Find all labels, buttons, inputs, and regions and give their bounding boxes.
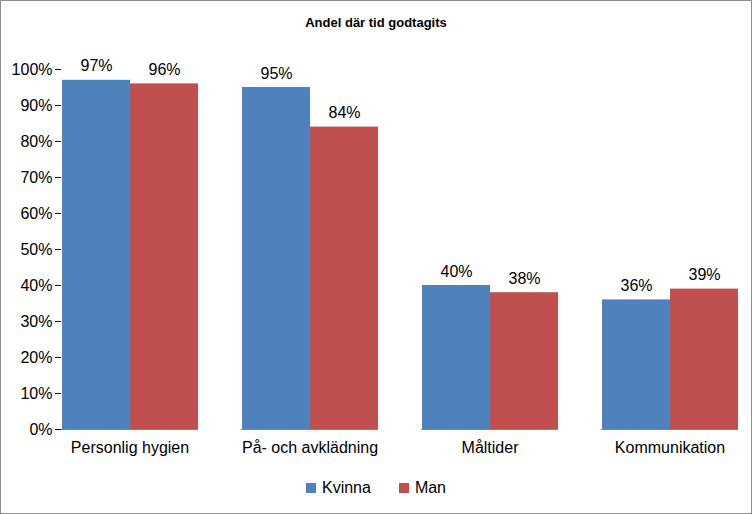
svg-text:70%: 70% (20, 169, 52, 186)
svg-text:60%: 60% (20, 205, 52, 222)
svg-text:96%: 96% (148, 61, 180, 78)
svg-text:80%: 80% (20, 133, 52, 150)
svg-text:84%: 84% (328, 104, 360, 121)
svg-text:40%: 40% (440, 263, 472, 280)
svg-text:Personlig hygien: Personlig hygien (71, 439, 189, 456)
svg-text:Måltider: Måltider (462, 439, 520, 456)
html-text:Andel där tid godtagits: Andel där tid godtagits (305, 15, 447, 30)
svg-text:36%: 36% (620, 277, 652, 294)
svg-text:0%: 0% (29, 421, 52, 438)
svg-text:38%: 38% (508, 270, 540, 287)
svg-text:95%: 95% (260, 65, 292, 82)
svg-text:97%: 97% (80, 57, 112, 74)
html-text:Kvinna: Kvinna (322, 479, 371, 496)
svg-text:39%: 39% (688, 266, 720, 283)
svg-text:Kommunikation: Kommunikation (615, 439, 725, 456)
svg-text:30%: 30% (20, 313, 52, 330)
svg-text:100%: 100% (12, 61, 53, 78)
svg-text:10%: 10% (20, 385, 52, 402)
svg-text:50%: 50% (20, 241, 52, 258)
html-text:Man: Man (414, 479, 446, 496)
svg-text:På- och avklädning: På- och avklädning (242, 439, 378, 456)
svg-text:90%: 90% (20, 97, 52, 114)
svg-text:20%: 20% (20, 349, 52, 366)
svg-text:40%: 40% (20, 277, 52, 294)
